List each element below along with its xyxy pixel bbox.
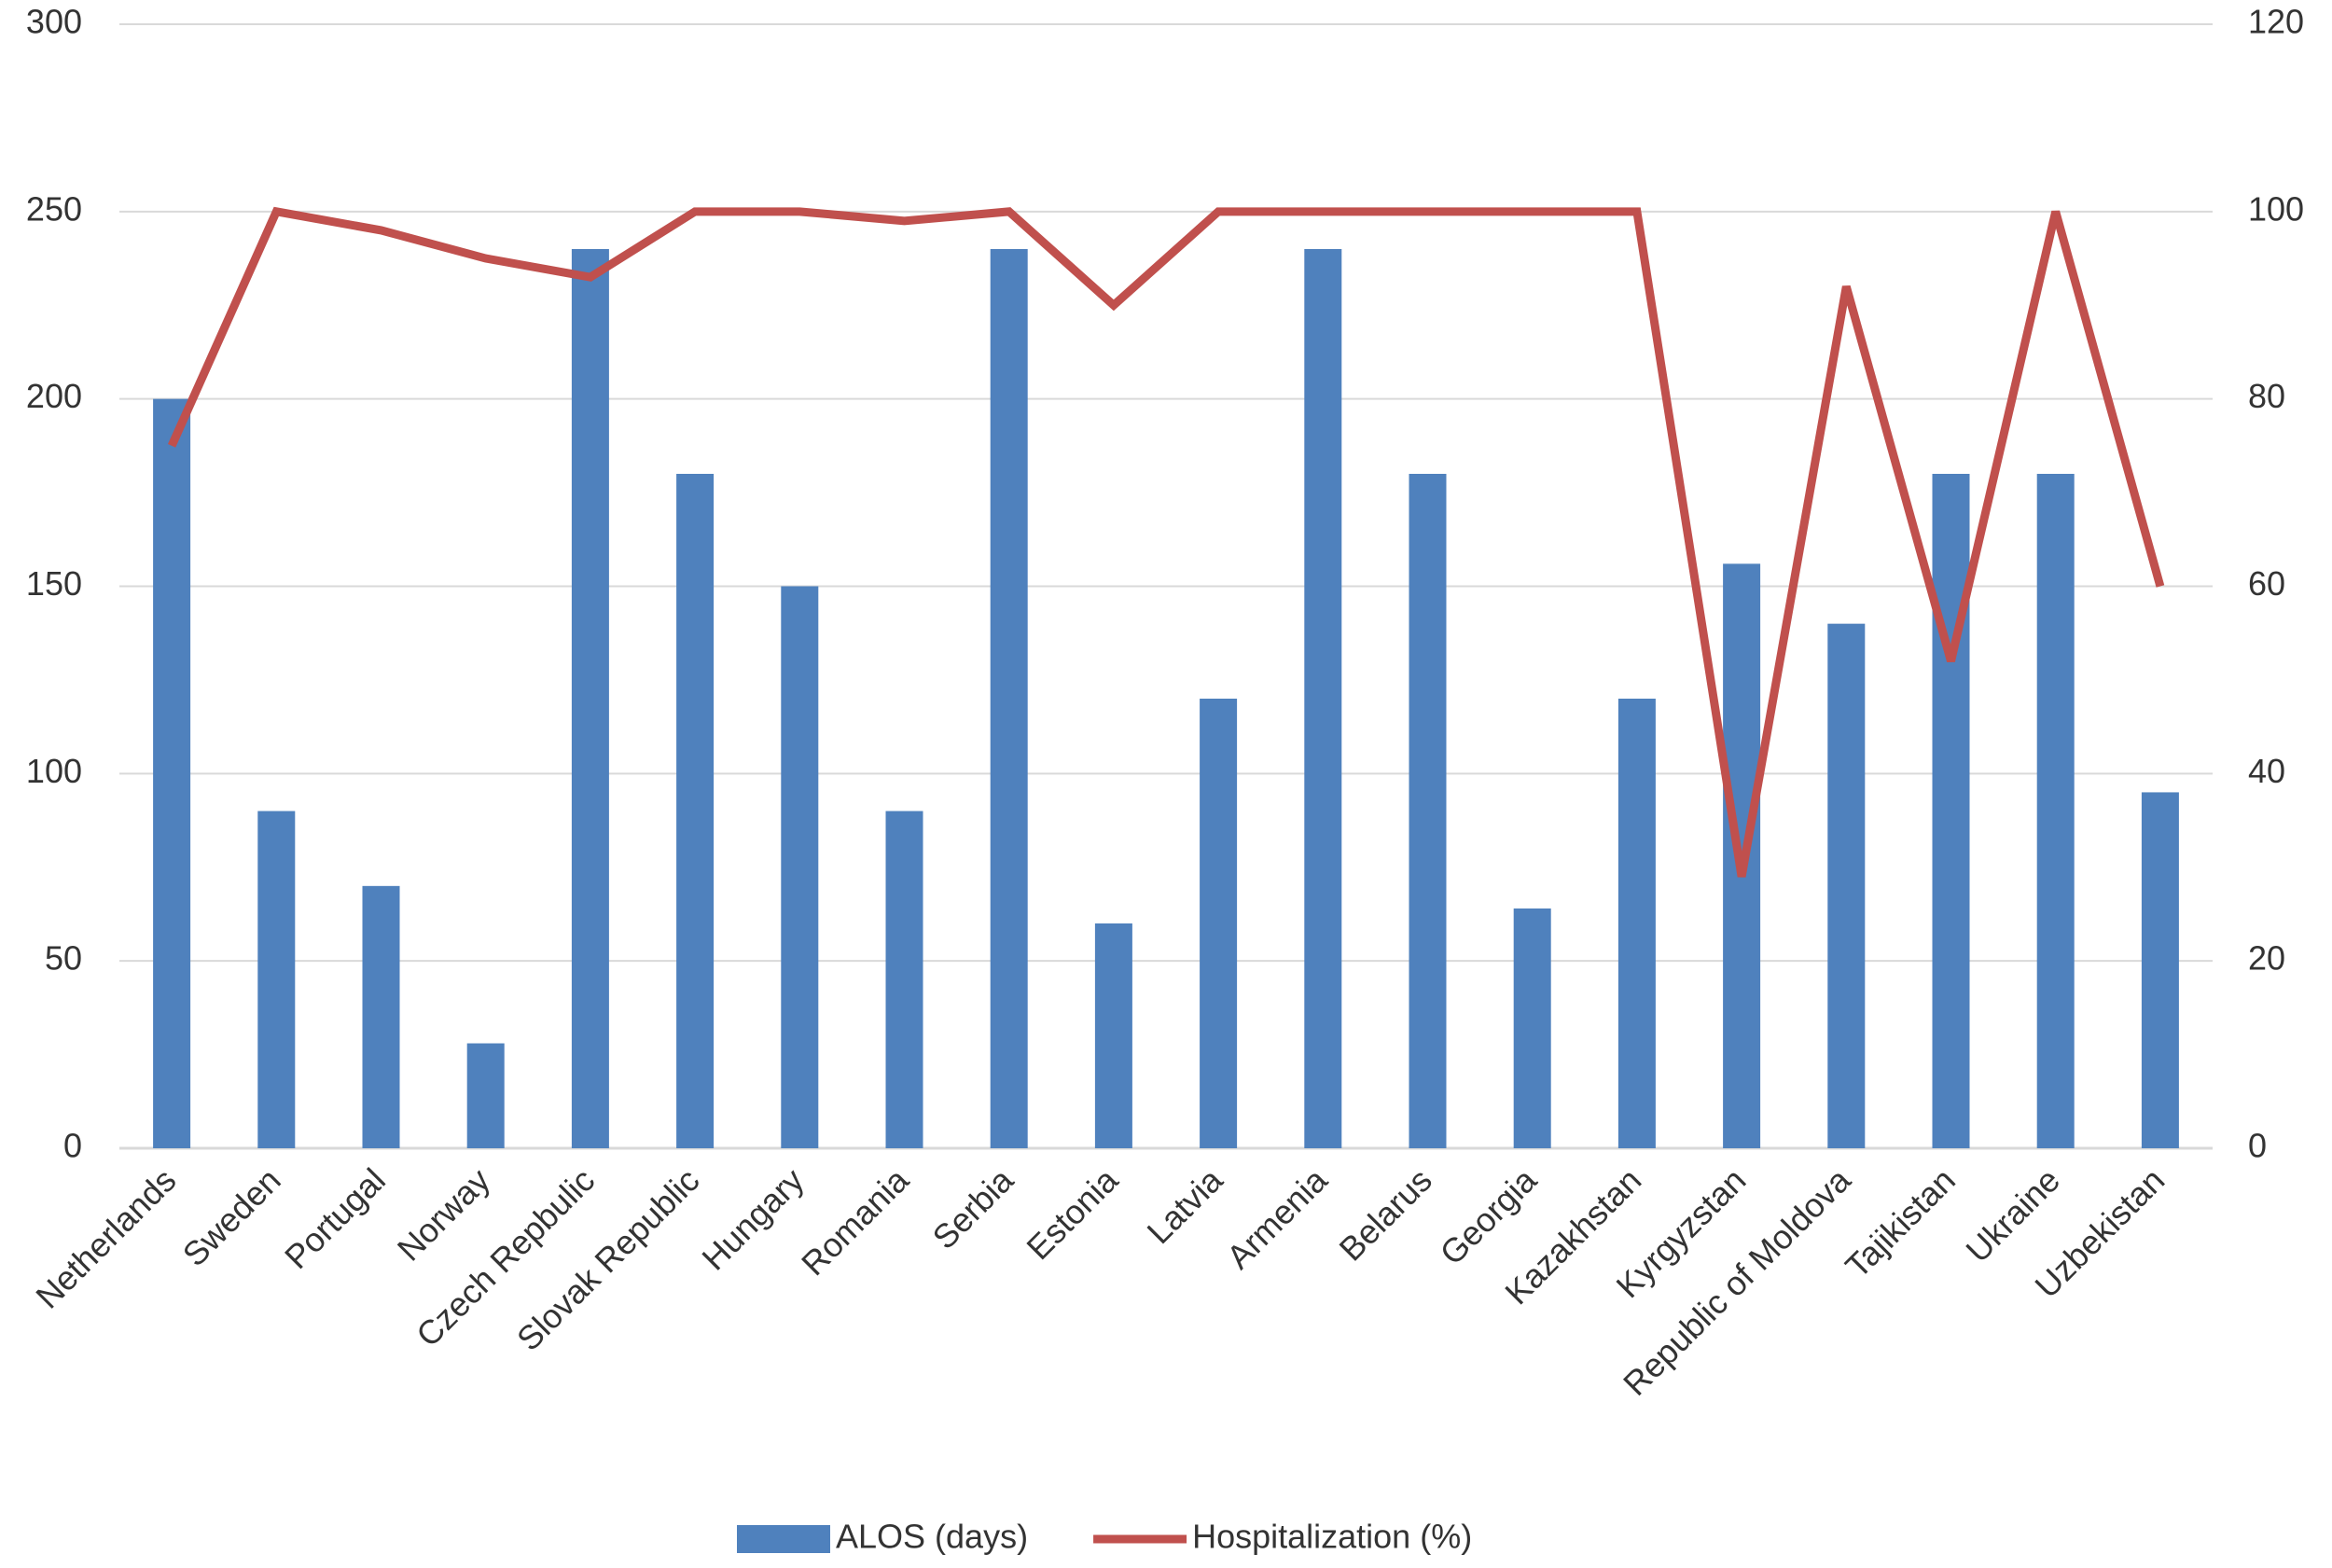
x-tick-label: Tajikistan — [1838, 1160, 1963, 1285]
bar — [781, 586, 819, 1148]
x-tick-label: Norway — [390, 1160, 497, 1268]
legend-swatch — [737, 1525, 830, 1553]
bar — [1932, 474, 1970, 1148]
bar — [990, 249, 1028, 1148]
y-tick-label: 0 — [63, 1127, 82, 1165]
y2-tick-label: 100 — [2248, 189, 2304, 228]
y2-tick-label: 0 — [2248, 1127, 2267, 1165]
x-tick-label: Netherlands — [28, 1160, 183, 1315]
x-tick-label: Estonia — [1019, 1160, 1126, 1268]
bar — [676, 474, 715, 1148]
bar — [257, 811, 296, 1148]
y-tick-label: 250 — [26, 189, 82, 228]
bar — [466, 1043, 505, 1148]
x-tick-label: Serbia — [925, 1160, 1021, 1256]
bar — [153, 398, 191, 1149]
legend-label: ALOS (days) — [836, 1518, 1028, 1556]
y2-tick-label: 80 — [2248, 377, 2285, 415]
legend-label: Hospitalization (%) — [1192, 1518, 1472, 1556]
bar — [1513, 908, 1551, 1148]
x-tick-label: Belarus — [1332, 1160, 1439, 1268]
x-tick-label: Sweden — [175, 1160, 288, 1273]
x-tick-label: Czech Repbulic — [409, 1160, 602, 1353]
x-tick-label: Portugal — [277, 1160, 393, 1276]
y-tick-label: 200 — [26, 377, 82, 415]
y2-tick-label: 120 — [2248, 3, 2304, 41]
y-tick-label: 50 — [45, 939, 82, 978]
x-tick-label: Ukraine — [1958, 1160, 2067, 1270]
x-tick-label: Hungary — [694, 1160, 811, 1277]
line — [167, 206, 2165, 878]
bar — [1094, 923, 1132, 1148]
bar — [1617, 699, 1656, 1148]
x-tick-label: Romania — [794, 1160, 917, 1284]
y2-tick-label: 40 — [2248, 752, 2285, 790]
x-tick-label: Slovak Republic — [509, 1160, 707, 1358]
bar — [1827, 623, 1866, 1148]
x-tick-label: Latvia — [1140, 1160, 1231, 1252]
bar — [1304, 249, 1342, 1148]
bar — [1409, 474, 1447, 1148]
bar — [885, 811, 923, 1148]
x-tick-label: Armenia — [1219, 1160, 1335, 1276]
y-tick-label: 100 — [26, 752, 82, 790]
bar — [1200, 699, 1238, 1148]
y-tick-label: 300 — [26, 3, 82, 41]
bar — [571, 249, 609, 1148]
y2-tick-label: 20 — [2248, 939, 2285, 978]
y-tick-label: 150 — [26, 564, 82, 603]
bar — [362, 885, 400, 1148]
bar — [2036, 474, 2075, 1148]
y2-tick-label: 60 — [2248, 564, 2285, 603]
bar — [2141, 792, 2179, 1148]
